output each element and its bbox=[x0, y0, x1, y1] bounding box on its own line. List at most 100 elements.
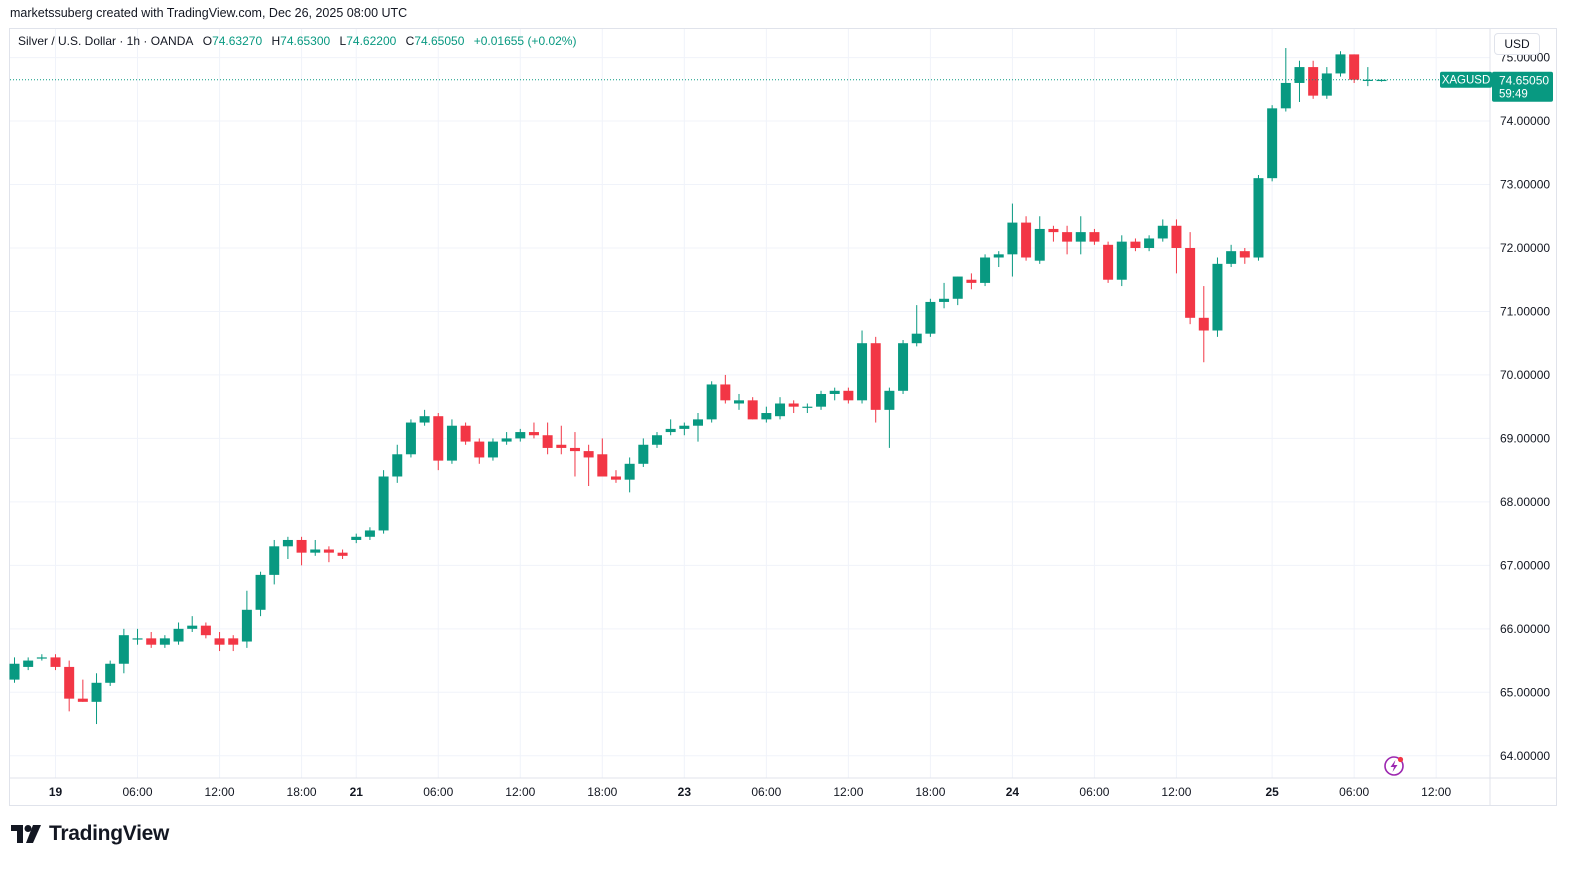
candle-body bbox=[214, 638, 225, 645]
candle-body bbox=[1198, 317, 1209, 331]
symbol-title[interactable]: Silver / U.S. Dollar · 1h · OANDA bbox=[18, 34, 194, 48]
candle-body bbox=[1280, 82, 1291, 109]
candle-body bbox=[1362, 79, 1373, 81]
candle bbox=[1075, 216, 1086, 255]
candle bbox=[1089, 228, 1100, 245]
candle bbox=[843, 387, 854, 404]
candle-body bbox=[1062, 232, 1073, 242]
candle bbox=[1130, 238, 1141, 252]
price-tick-label: 74.00000 bbox=[1500, 114, 1550, 128]
candle bbox=[91, 673, 102, 725]
price-tick-label: 71.00000 bbox=[1500, 304, 1550, 318]
symbol-tag-bg bbox=[1440, 71, 1492, 88]
candle-body bbox=[1226, 251, 1237, 264]
candle bbox=[323, 546, 334, 563]
candle bbox=[132, 628, 143, 645]
candle-body bbox=[583, 451, 594, 458]
candle-body bbox=[159, 638, 170, 645]
candle bbox=[857, 330, 868, 404]
candle-body bbox=[50, 657, 61, 667]
time-tick-label: 18:00 bbox=[287, 785, 317, 799]
candle-body bbox=[23, 660, 34, 667]
candle bbox=[1294, 60, 1305, 102]
candle-body bbox=[870, 343, 881, 410]
candle-body bbox=[597, 454, 608, 477]
candle bbox=[952, 276, 963, 306]
candle bbox=[1362, 67, 1373, 87]
candle-body bbox=[187, 625, 198, 629]
candle bbox=[747, 397, 758, 420]
candle bbox=[23, 657, 34, 671]
candle bbox=[583, 444, 594, 487]
candle bbox=[1185, 232, 1196, 325]
candle-body bbox=[378, 476, 389, 531]
candle bbox=[884, 387, 895, 448]
candle-body bbox=[433, 416, 444, 461]
low-label: L bbox=[339, 34, 347, 48]
candle bbox=[693, 413, 703, 442]
candle bbox=[1226, 244, 1237, 268]
candle-body bbox=[1171, 225, 1182, 248]
candle-body bbox=[419, 416, 430, 423]
candle bbox=[50, 654, 61, 671]
candle bbox=[378, 470, 389, 534]
candle bbox=[241, 590, 252, 648]
candle bbox=[734, 393, 745, 410]
candle bbox=[310, 539, 321, 556]
candle bbox=[1116, 235, 1127, 287]
price-tick-label: 73.00000 bbox=[1500, 178, 1550, 192]
countdown-tag: 59:49 bbox=[1499, 89, 1528, 101]
candle bbox=[638, 438, 649, 467]
candle-body bbox=[556, 444, 567, 448]
candle-body bbox=[542, 435, 553, 448]
candle-body bbox=[720, 384, 731, 401]
candle-body bbox=[1157, 225, 1168, 239]
candle-body bbox=[1021, 222, 1032, 258]
candle bbox=[501, 432, 512, 445]
candle bbox=[1034, 216, 1045, 264]
candle-body bbox=[364, 530, 375, 537]
candle bbox=[1308, 60, 1319, 99]
candle bbox=[1007, 203, 1018, 277]
candle bbox=[1144, 235, 1155, 252]
candle bbox=[597, 438, 608, 477]
time-tick-label: 12:00 bbox=[1421, 785, 1451, 799]
candle-body bbox=[788, 403, 799, 407]
lightning-alert-icon[interactable] bbox=[1384, 756, 1404, 776]
candle bbox=[966, 273, 977, 290]
candle-body bbox=[515, 432, 526, 439]
candle bbox=[1267, 105, 1278, 182]
price-tag: 74.65050 bbox=[1499, 74, 1549, 88]
candle bbox=[487, 438, 498, 461]
candle bbox=[1198, 286, 1209, 363]
candle bbox=[679, 422, 690, 436]
time-tick-label: 25 bbox=[1265, 785, 1279, 799]
candle-body bbox=[857, 343, 868, 401]
candle-body bbox=[665, 428, 676, 433]
currency-button[interactable]: USD bbox=[1494, 33, 1540, 55]
open-value: 74.63270 bbox=[212, 34, 263, 48]
candle-body bbox=[1349, 54, 1360, 80]
time-axis: 19 06:00 12:00 18:00 21 06:00 12:00 18:00 23 06:0… bbox=[10, 777, 1556, 799]
candle-body bbox=[884, 390, 895, 410]
symbol-legend: Silver / U.S. Dollar · 1h · OANDA O74.63… bbox=[18, 34, 576, 48]
candle bbox=[351, 533, 362, 544]
candle-body bbox=[898, 343, 909, 391]
candle bbox=[1103, 241, 1114, 283]
candle-body bbox=[1116, 241, 1127, 280]
candle-body bbox=[939, 298, 950, 302]
candle-body bbox=[1048, 228, 1059, 233]
candle-body bbox=[624, 463, 635, 480]
candle bbox=[980, 254, 991, 287]
candle bbox=[173, 622, 184, 645]
candle-body bbox=[1075, 232, 1086, 242]
candle bbox=[542, 422, 553, 455]
candle-body bbox=[146, 638, 157, 645]
candle-body bbox=[966, 279, 977, 283]
candle bbox=[419, 409, 430, 426]
chart-frame bbox=[9, 28, 1557, 806]
candle bbox=[816, 390, 827, 410]
candle-body bbox=[1308, 67, 1319, 96]
